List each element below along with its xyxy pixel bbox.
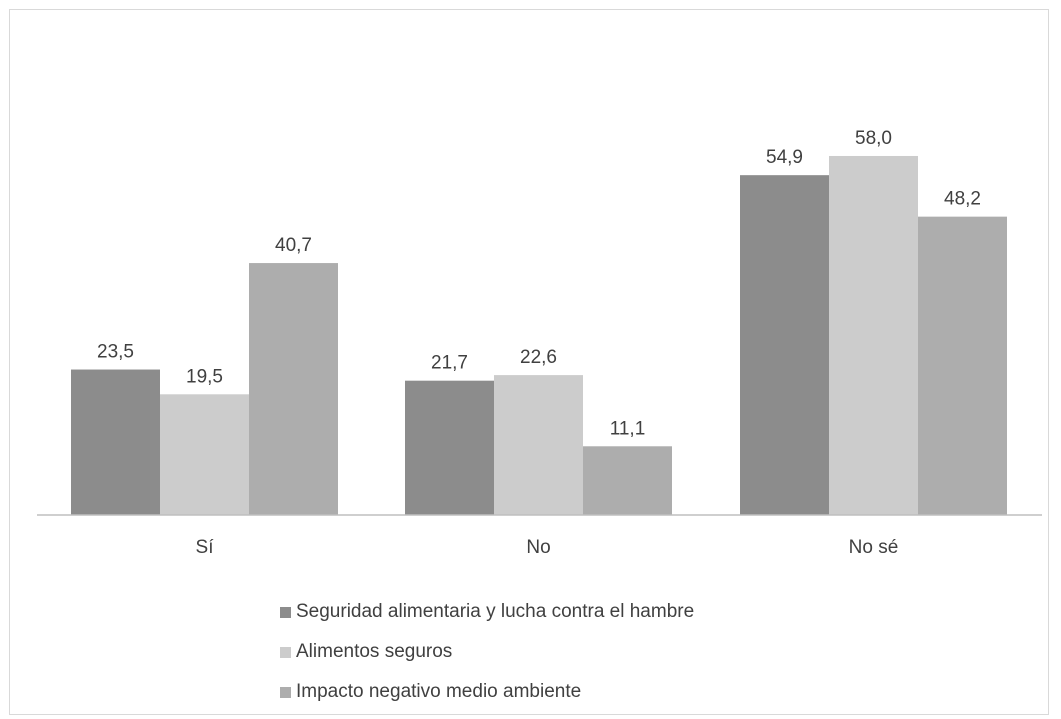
- data-label: 23,5: [97, 342, 134, 363]
- bar: [918, 216, 1007, 515]
- bar: [740, 175, 829, 515]
- bar: [405, 380, 494, 515]
- bar: [829, 155, 918, 516]
- legend-swatch: [280, 646, 291, 658]
- legend-item-impacto: Impacto negativo medio ambiente: [280, 672, 694, 712]
- category-label: Sí: [196, 537, 215, 558]
- chart-frame: 23,5 19,5 40,7 Sí 21,7 22,6 11,1 No 54,9 58,0 48,2…: [9, 9, 1049, 715]
- data-label: 21,7: [431, 353, 468, 374]
- category-label: No: [526, 537, 550, 558]
- legend-swatch: [280, 686, 291, 698]
- data-label: 22,6: [520, 347, 557, 368]
- legend-item-seguridad: Seguridad alimentaria y lucha contra el …: [280, 592, 694, 632]
- bar: [583, 446, 672, 515]
- data-label: 19,5: [186, 366, 223, 387]
- legend-swatch: [280, 606, 291, 618]
- legend-label: Alimentos seguros: [296, 641, 453, 662]
- data-label: 58,0: [855, 128, 892, 149]
- data-label: 54,9: [766, 147, 803, 168]
- bar: [160, 394, 249, 515]
- data-label: 11,1: [610, 418, 646, 439]
- legend-label: Seguridad alimentaria y lucha contra el …: [296, 601, 695, 622]
- bar: [71, 369, 160, 515]
- legend: Seguridad alimentaria y lucha contra el …: [280, 592, 694, 712]
- legend-item-alimentos: Alimentos seguros: [280, 632, 694, 672]
- data-label: 48,2: [944, 189, 981, 210]
- bar: [494, 375, 583, 515]
- legend-label: Impacto negativo medio ambiente: [296, 681, 582, 702]
- category-label: No sé: [849, 537, 899, 558]
- data-label: 40,7: [275, 235, 312, 256]
- bar: [249, 263, 338, 515]
- bar-chart: 23,5 19,5 40,7 Sí 21,7 22,6 11,1 No 54,9 58,0 48,2…: [37, 128, 1042, 558]
